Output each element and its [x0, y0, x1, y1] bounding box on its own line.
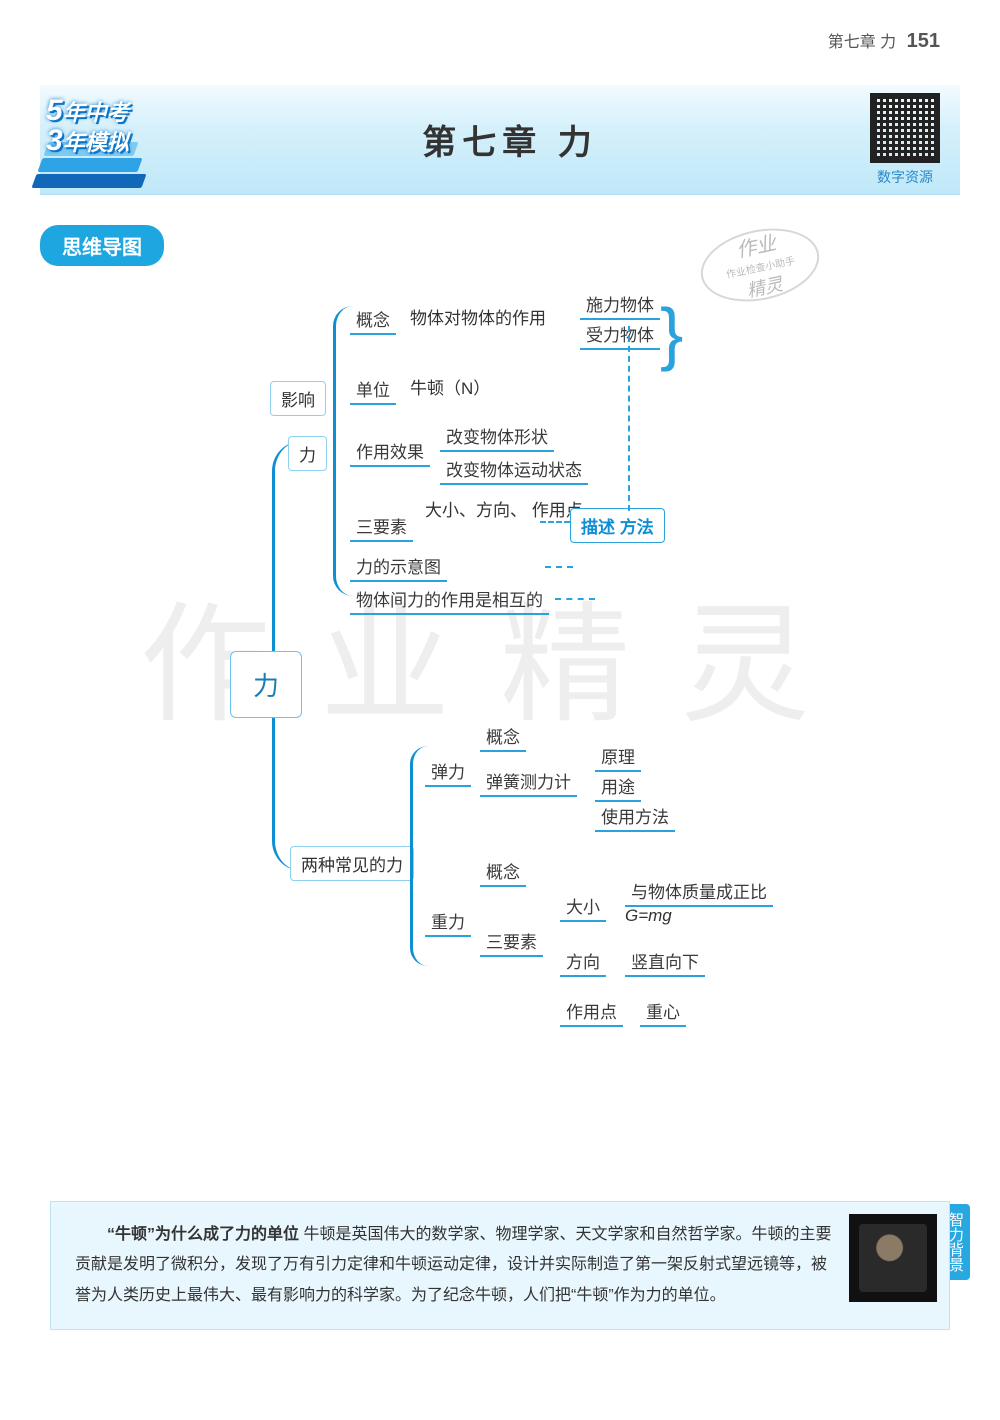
qr-label: 数字资源 [860, 167, 950, 187]
node-concept-label: 概念 [350, 304, 396, 335]
node-spring-3: 使用方法 [595, 801, 675, 832]
running-chapter: 第七章 力 [828, 34, 896, 51]
node-gravity: 重力 [425, 906, 471, 937]
footer-fact-box: “牛顿”为什么成了力的单位 牛顿是英国伟大的数学家、物理学家、天文学家和自然哲学… [50, 1201, 950, 1330]
footer-keyword: “牛顿”为什么成了力的单位 [107, 1226, 299, 1243]
node-spring-meter: 弹簧测力计 [480, 766, 577, 797]
node-receiver: 受力物体 [580, 319, 660, 350]
node-applier: 施力物体 [580, 289, 660, 320]
node-unit-value: 牛顿（N） [410, 374, 490, 399]
node-concept-value: 物体对物体的作用 [410, 304, 546, 329]
node-effect-label: 作用效果 [350, 436, 430, 467]
node-force: 力 [288, 436, 327, 471]
newton-portrait-icon [849, 1214, 937, 1302]
qr-code-icon[interactable] [870, 93, 940, 163]
node-g-elements: 三要素 [480, 926, 543, 957]
node-g-concept: 概念 [480, 856, 526, 887]
qr-block: 数字资源 [860, 93, 950, 187]
node-influence: 影响 [270, 381, 326, 416]
running-head: 第七章 力 151 [828, 28, 940, 53]
node-elastic-concept: 概念 [480, 721, 526, 752]
node-g-size: 大小 [560, 891, 606, 922]
node-g-size-1: 与物体质量成正比 [625, 876, 773, 907]
node-spring-2: 用途 [595, 771, 641, 802]
node-effect-2: 改变物体运动状态 [440, 454, 588, 485]
root-node: 力 [230, 651, 302, 718]
logo-5: 5 [46, 94, 63, 127]
page-number: 151 [907, 30, 940, 52]
node-mutual: 物体间力的作用是相互的 [350, 584, 549, 615]
node-g-dir-v: 竖直向下 [625, 946, 705, 977]
node-g-point: 作用点 [560, 996, 623, 1027]
chapter-title: 第七章 力 [160, 115, 860, 164]
node-g-size-2: G=mg [625, 906, 672, 926]
logo-text2: 年模拟 [63, 130, 129, 155]
node-elements-value: 大小、方向、 作用点 [425, 500, 583, 522]
brace-icon: } [660, 316, 683, 351]
node-two-forces: 两种常见的力 [290, 846, 414, 881]
node-elements-label: 三要素 [350, 511, 413, 542]
node-describe: 描述 方法 [570, 508, 665, 543]
node-g-dir: 方向 [560, 946, 606, 977]
mind-map: 力 力 影响 概念 物体对物体的作用 施力物体 受力物体 } 单位 牛顿（N） … [40, 286, 960, 1066]
node-unit-label: 单位 [350, 374, 396, 405]
node-elastic: 弹力 [425, 756, 471, 787]
logo-text1: 年中考 [63, 100, 129, 125]
node-diagram: 力的示意图 [350, 551, 447, 582]
logo-3: 3 [46, 124, 63, 157]
node-effect-1: 改变物体形状 [440, 421, 554, 452]
chapter-header: 5年中考 3年模拟 第七章 力 数字资源 [40, 85, 960, 195]
section-tab-mindmap: 思维导图 [40, 225, 164, 266]
node-g-point-v: 重心 [640, 996, 686, 1027]
series-logo: 5年中考 3年模拟 [30, 90, 160, 190]
node-spring-1: 原理 [595, 741, 641, 772]
